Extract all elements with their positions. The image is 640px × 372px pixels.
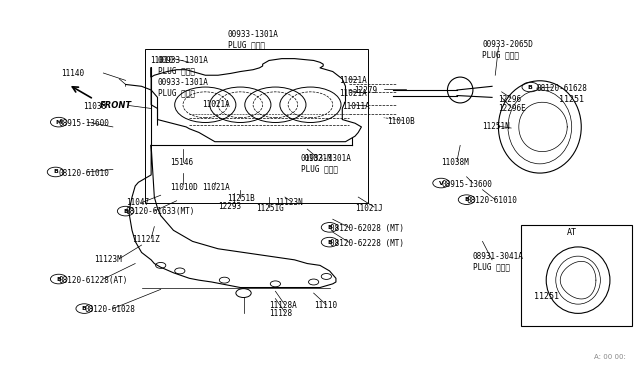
Text: A: 00 00:: A: 00 00: <box>594 353 626 359</box>
Text: 11021A: 11021A <box>339 76 367 85</box>
Text: 11010: 11010 <box>150 56 173 65</box>
Text: B: B <box>53 170 58 174</box>
Text: 00933-1301A
PLUG プラグ: 00933-1301A PLUG プラグ <box>157 56 209 76</box>
Text: 00933-1301A
PLUG プラグ: 00933-1301A PLUG プラグ <box>157 78 209 98</box>
Text: 11010D: 11010D <box>170 183 198 192</box>
Text: 12296E: 12296E <box>499 104 526 113</box>
Bar <box>521 225 632 326</box>
Text: 11251: 11251 <box>534 292 559 301</box>
Text: 12296: 12296 <box>499 95 522 104</box>
Text: 11021A: 11021A <box>202 100 230 109</box>
Text: 11021M: 11021M <box>304 154 332 163</box>
Text: 08120-61028: 08120-61028 <box>84 305 135 314</box>
Text: V: V <box>438 180 444 186</box>
Text: 08120-61628: 08120-61628 <box>537 84 588 93</box>
Text: 08120-62228 (MT): 08120-62228 (MT) <box>330 239 404 248</box>
Text: 11251: 11251 <box>559 95 584 104</box>
Text: B: B <box>56 276 61 282</box>
Text: 00933-1301A
PLUG プラグ: 00933-1301A PLUG プラグ <box>228 31 278 50</box>
Text: B: B <box>464 197 469 202</box>
Text: 11123M: 11123M <box>94 255 122 264</box>
Text: 00933-1301A
PLUG プラグ: 00933-1301A PLUG プラグ <box>301 154 352 174</box>
Text: 08120-62028 (MT): 08120-62028 (MT) <box>330 224 404 233</box>
Text: 11251G: 11251G <box>256 203 284 213</box>
Text: 11021J: 11021J <box>355 203 383 213</box>
Text: 08915-13600: 08915-13600 <box>441 180 492 189</box>
Text: B: B <box>528 84 532 90</box>
Text: AT: AT <box>566 228 577 237</box>
Text: 00933-2065D
PLUG プラグ: 00933-2065D PLUG プラグ <box>483 40 533 59</box>
Text: 11110: 11110 <box>314 301 337 311</box>
Text: 11123N: 11123N <box>275 198 303 207</box>
Text: 08120-61633(MT): 08120-61633(MT) <box>125 207 195 217</box>
Text: 12293: 12293 <box>218 202 241 211</box>
Text: B: B <box>327 240 332 245</box>
Text: 11128A: 11128A <box>269 301 297 311</box>
Text: 12279: 12279 <box>354 86 378 94</box>
Bar <box>145 49 368 203</box>
Text: 11011A: 11011A <box>342 102 370 111</box>
Text: 11038: 11038 <box>83 102 106 111</box>
Text: M: M <box>56 120 62 125</box>
Text: 11128: 11128 <box>269 309 292 318</box>
Text: 11251N: 11251N <box>483 122 510 131</box>
Text: B: B <box>124 209 128 214</box>
Text: 08915-13600: 08915-13600 <box>59 119 109 128</box>
Text: 11047: 11047 <box>125 198 148 207</box>
Text: B: B <box>82 306 86 311</box>
Text: 11140: 11140 <box>61 69 84 78</box>
Text: 08120-61010: 08120-61010 <box>59 169 109 177</box>
Text: 08120-61010: 08120-61010 <box>467 196 517 205</box>
Text: 15146: 15146 <box>170 157 193 167</box>
Text: 11038M: 11038M <box>441 157 469 167</box>
Text: 08120-61228(AT): 08120-61228(AT) <box>59 276 128 285</box>
Text: 11010B: 11010B <box>387 117 415 126</box>
Text: 11121Z: 11121Z <box>132 235 160 244</box>
Text: 08931-3041A
PLUG プラグ: 08931-3041A PLUG プラグ <box>473 252 524 272</box>
Text: 11251B: 11251B <box>228 195 255 203</box>
Text: 11021A: 11021A <box>202 183 230 192</box>
Text: 11021A: 11021A <box>339 89 367 98</box>
Text: B: B <box>327 225 332 230</box>
Text: FRONT: FRONT <box>100 101 132 110</box>
